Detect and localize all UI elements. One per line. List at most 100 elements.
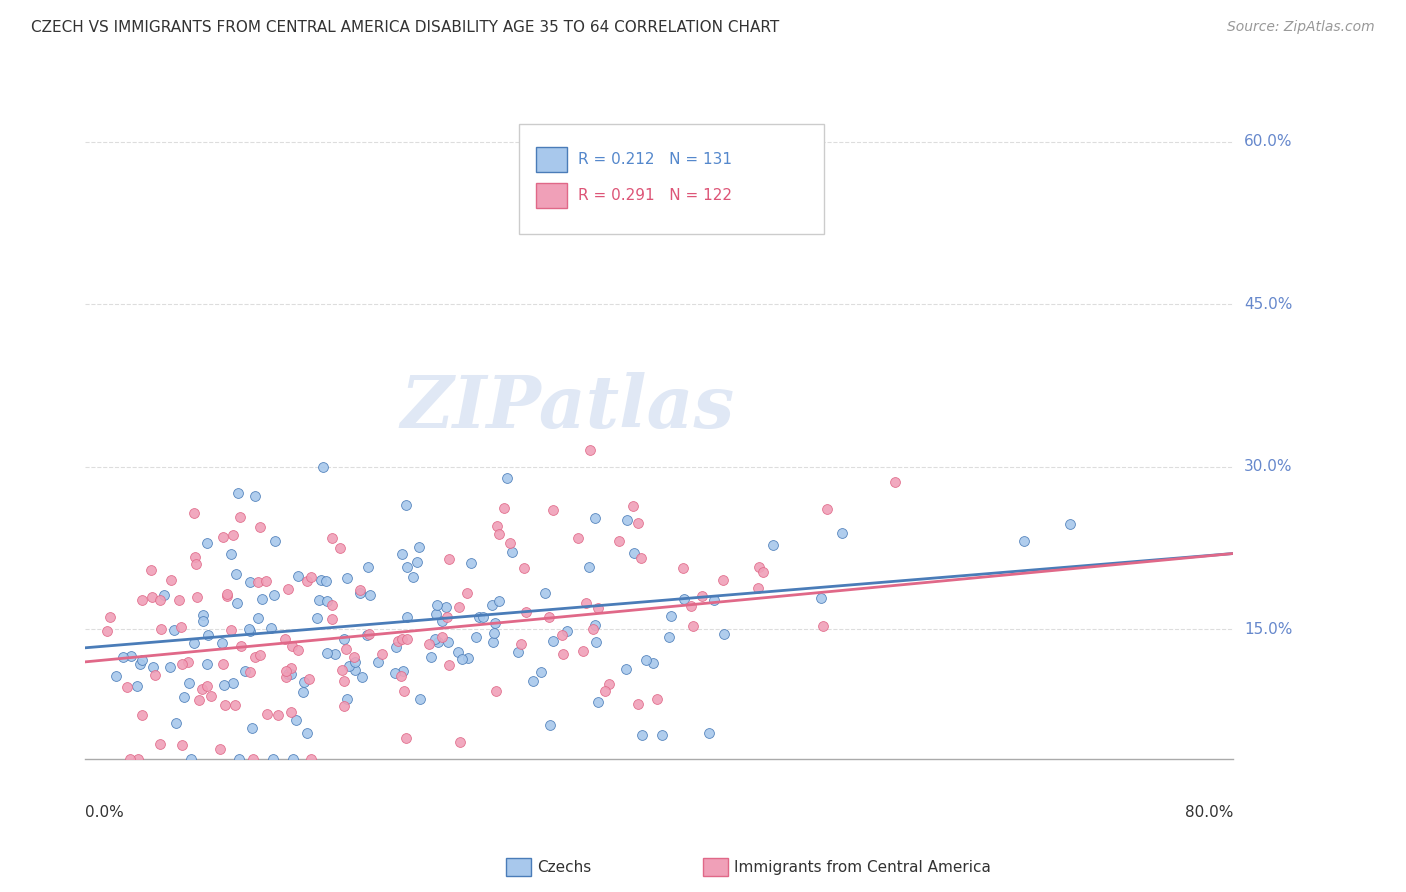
Point (384, 640, 406, 654)
Point (811, 619, 834, 633)
Point (575, 597, 598, 611)
Point (298, 672, 321, 686)
Point (395, 498, 418, 512)
Point (447, 599, 470, 614)
Text: 60.0%: 60.0% (1244, 135, 1292, 149)
Point (260, 621, 283, 635)
Point (356, 560, 378, 574)
Point (328, 541, 350, 555)
Point (623, 546, 645, 560)
Point (239, 575, 262, 590)
Point (280, 705, 302, 719)
Text: Immigrants from Central America: Immigrants from Central America (734, 860, 991, 874)
Text: Source: ZipAtlas.com: Source: ZipAtlas.com (1227, 20, 1375, 34)
Point (530, 665, 553, 679)
Point (252, 592, 274, 607)
Point (344, 655, 367, 669)
Point (330, 663, 353, 677)
Point (553, 648, 575, 662)
Point (335, 641, 357, 656)
Point (1059, 516, 1081, 531)
Point (405, 555, 427, 569)
Point (316, 593, 339, 607)
Point (426, 598, 449, 612)
Point (468, 610, 491, 624)
Point (267, 708, 290, 723)
Point (482, 626, 505, 640)
Point (515, 605, 537, 619)
Text: R = 0.291   N = 122: R = 0.291 N = 122 (578, 187, 733, 202)
Point (299, 752, 322, 766)
Point (643, 656, 665, 670)
Point (291, 685, 314, 699)
Point (485, 684, 508, 698)
Point (1012, 534, 1035, 549)
Point (432, 631, 454, 645)
Point (297, 574, 319, 588)
Point (186, 557, 208, 571)
Point (659, 609, 682, 624)
Point (229, 639, 252, 653)
Point (586, 600, 609, 615)
Point (883, 475, 905, 490)
Point (588, 695, 610, 709)
Point (299, 569, 322, 583)
Point (384, 665, 406, 680)
Point (418, 637, 440, 651)
Point (481, 634, 503, 648)
Point (499, 535, 522, 549)
Point (321, 598, 343, 612)
Point (614, 661, 637, 675)
Point (401, 569, 423, 583)
Point (395, 731, 418, 745)
Point (593, 684, 616, 698)
Point (370, 647, 392, 661)
Point (254, 574, 277, 588)
Point (690, 589, 713, 603)
Point (118, 752, 141, 766)
Point (336, 571, 359, 585)
Point (295, 726, 318, 740)
Point (456, 585, 478, 599)
Point (152, 588, 174, 602)
Point (409, 691, 432, 706)
Point (387, 633, 409, 648)
Point (233, 664, 256, 678)
Text: 30.0%: 30.0% (1244, 459, 1292, 475)
Point (222, 676, 245, 690)
Text: R = 0.212   N = 131: R = 0.212 N = 131 (578, 152, 733, 167)
Point (396, 632, 419, 647)
Point (336, 692, 359, 706)
Point (488, 527, 510, 541)
Point (197, 628, 219, 642)
Point (170, 620, 193, 634)
Point (197, 679, 219, 693)
Point (208, 741, 231, 756)
Point (219, 547, 242, 561)
Point (391, 547, 413, 561)
Point (222, 527, 245, 541)
Point (131, 592, 153, 607)
Point (621, 499, 644, 513)
Point (121, 649, 143, 664)
Point (450, 652, 472, 666)
Point (246, 611, 269, 625)
Point (333, 699, 356, 714)
Point (697, 725, 720, 739)
Point (485, 519, 508, 533)
Point (224, 698, 246, 712)
Point (426, 635, 449, 649)
Point (186, 590, 208, 604)
Point (495, 471, 517, 485)
Point (115, 680, 138, 694)
Point (343, 663, 366, 677)
Point (537, 609, 560, 624)
Point (200, 690, 222, 704)
Point (343, 649, 366, 664)
Point (367, 655, 389, 669)
Point (141, 563, 163, 577)
Point (551, 628, 574, 642)
Point (276, 665, 298, 679)
Point (226, 486, 249, 500)
Point (506, 645, 529, 659)
